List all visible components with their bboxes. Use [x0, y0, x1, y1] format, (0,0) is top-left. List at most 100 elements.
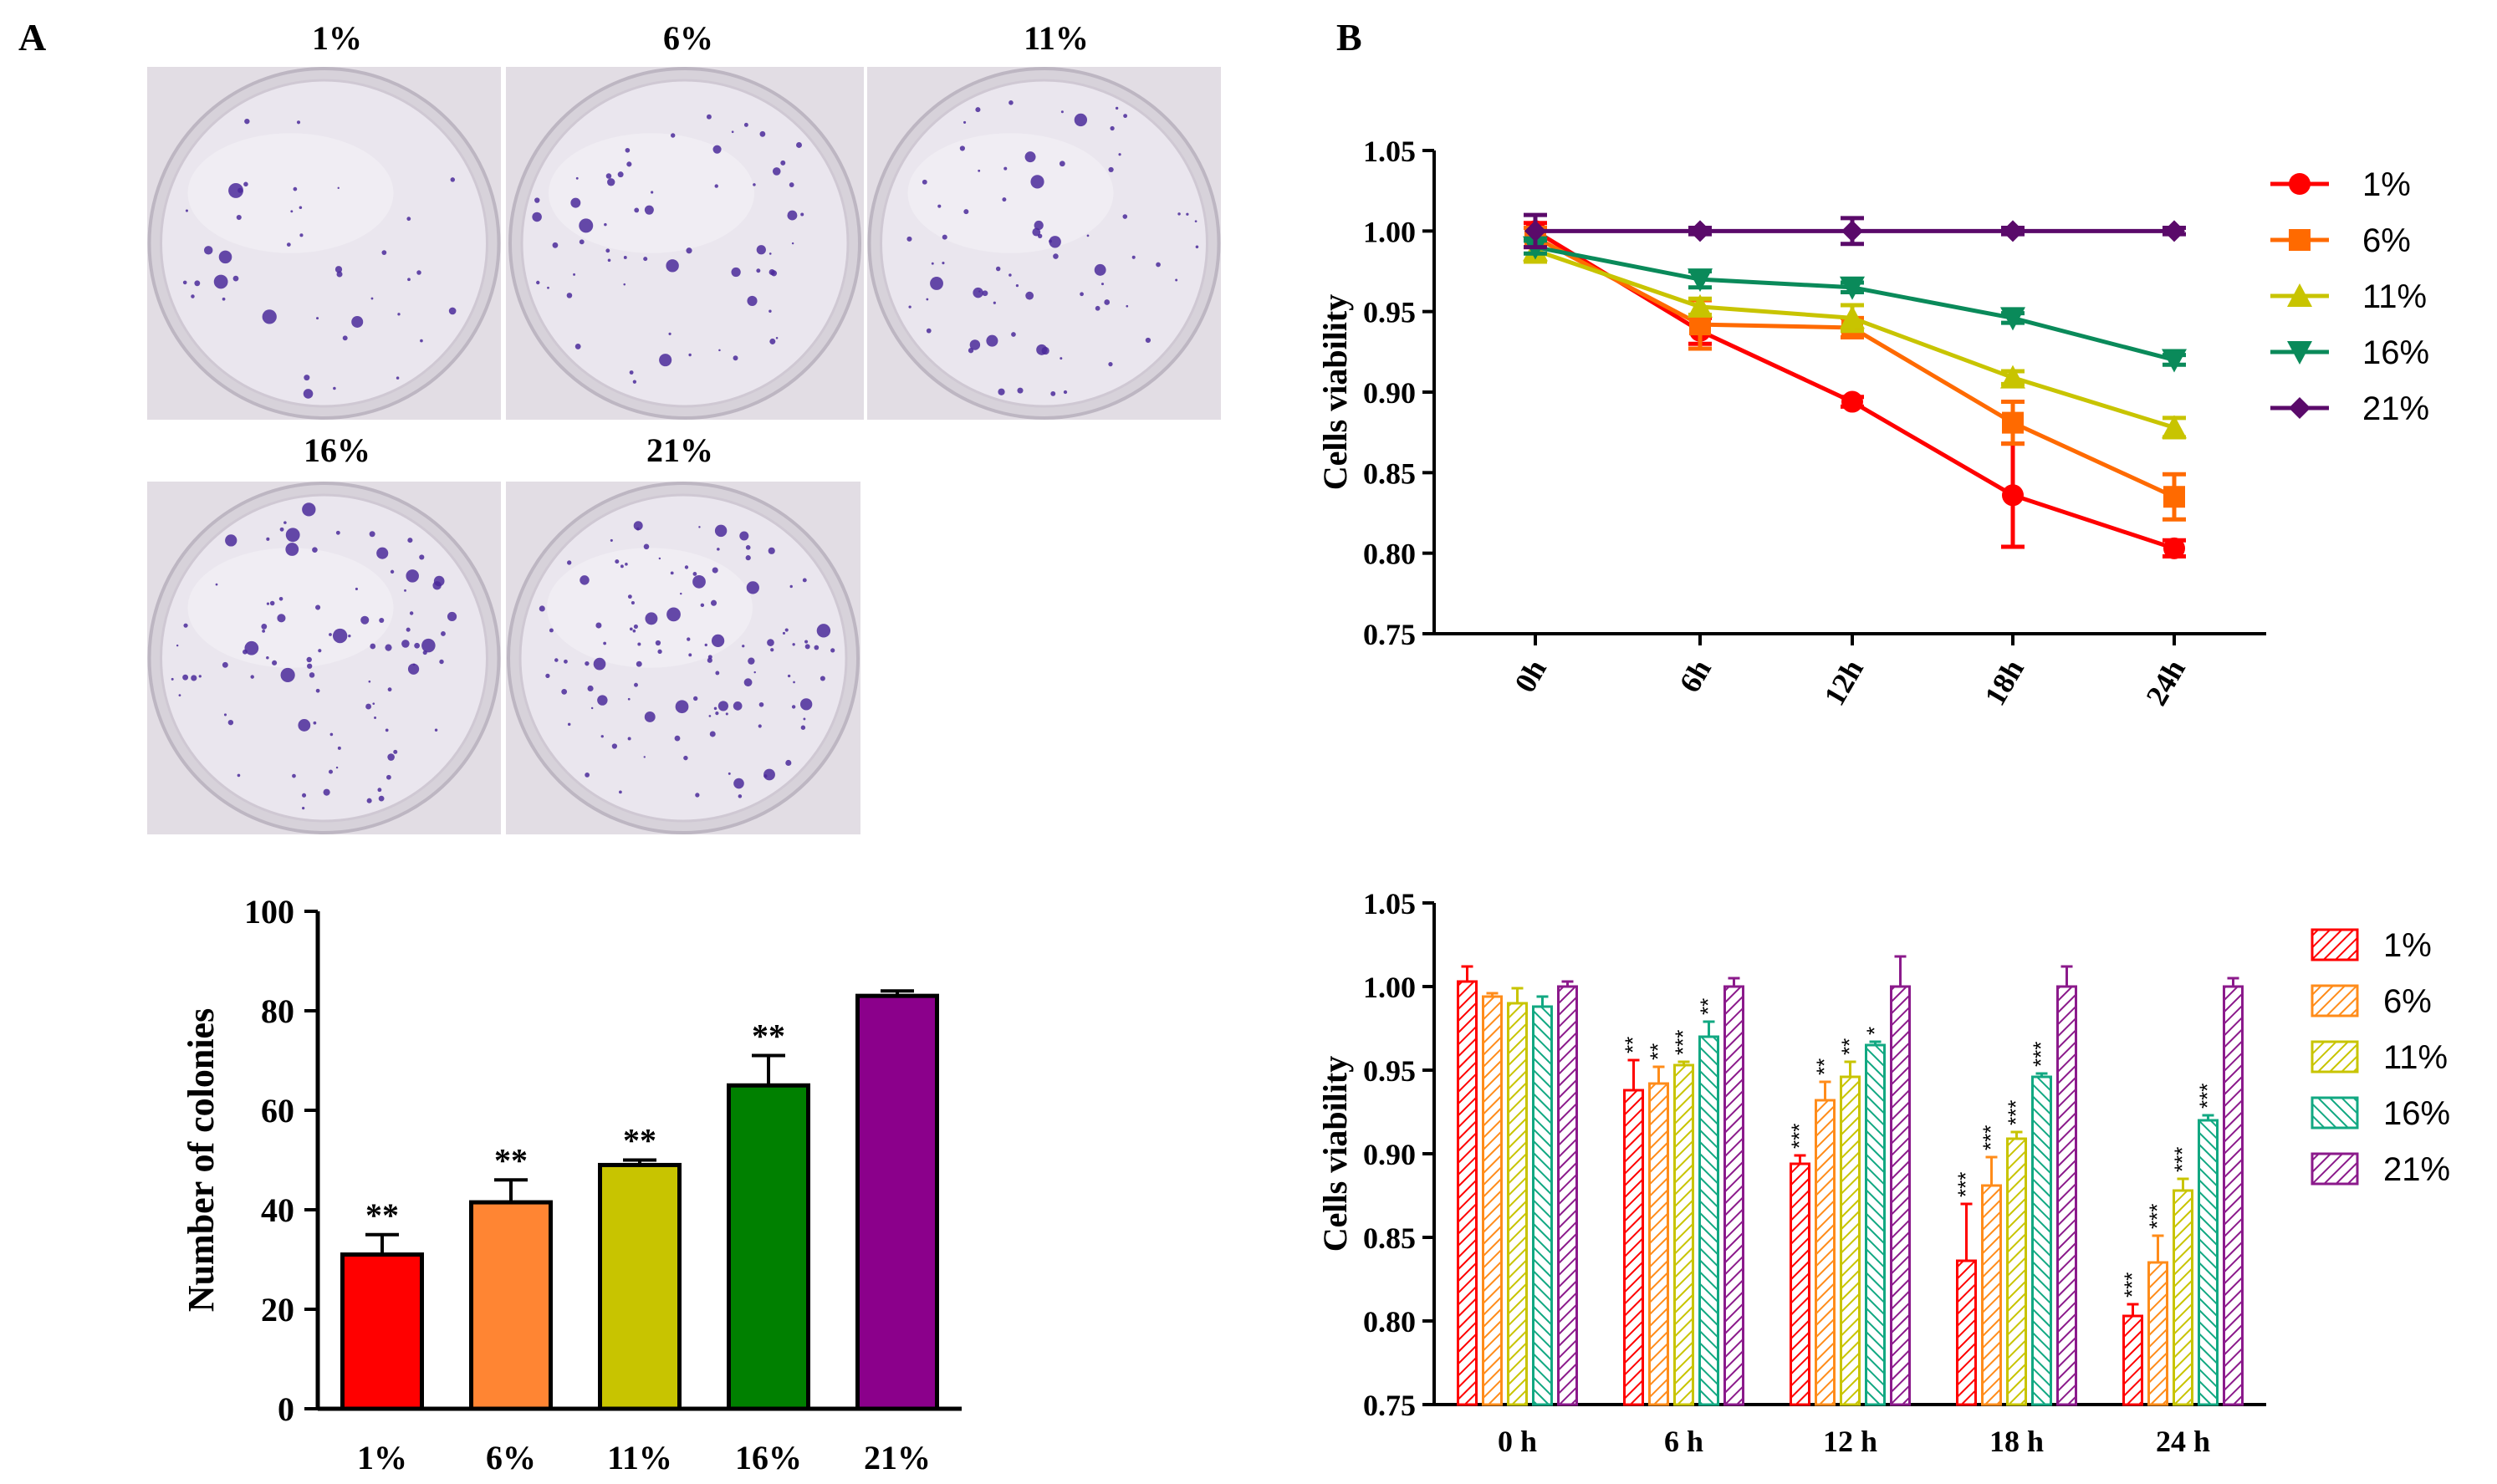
y-tick-label: 100	[244, 893, 294, 931]
colony-dot	[655, 640, 661, 646]
colony-dot	[579, 239, 585, 245]
colony-dot	[318, 649, 322, 653]
colony-dot	[385, 644, 392, 651]
colony-dot	[772, 167, 781, 176]
colony-dot	[615, 559, 620, 564]
y-tick-label: 60	[261, 1092, 294, 1130]
colony-dot	[232, 275, 239, 282]
colony-dot	[337, 186, 340, 190]
colony-dot	[692, 572, 697, 576]
colony-dot	[1060, 357, 1063, 360]
colony-dot	[545, 673, 550, 678]
colony-dot	[708, 715, 712, 717]
significance-label: *	[1862, 1027, 1887, 1035]
colony-dot	[414, 642, 421, 649]
colony-dot	[643, 543, 650, 550]
colony-dot	[607, 258, 611, 263]
bar	[1790, 1162, 1810, 1406]
colony-dot	[178, 694, 181, 697]
bar	[1981, 1184, 2002, 1406]
photo-label-5: 21%	[646, 431, 713, 469]
data-point	[2163, 220, 2185, 242]
colony-dot	[409, 611, 414, 615]
y-tick-label: 1.05	[1363, 135, 1416, 168]
colony-photo-1	[147, 67, 501, 420]
legend-swatch	[2311, 984, 2359, 1017]
y-axis-title: Cells viability	[1316, 1056, 1354, 1252]
colony-dot	[745, 555, 751, 561]
significance-label: ***	[1787, 1124, 1812, 1149]
colony-dot	[554, 658, 559, 662]
colony-dot	[1034, 220, 1044, 231]
photo-label-1: 1%	[312, 19, 362, 57]
colony-dot	[370, 643, 376, 650]
colony-dot	[203, 246, 213, 255]
colony-dot	[1100, 283, 1105, 286]
colony-dot	[1002, 197, 1007, 202]
x-tick-label: 11%	[607, 1439, 672, 1476]
colony-dot	[315, 604, 321, 610]
photo-label-3: 11%	[1024, 19, 1089, 57]
colony-dot	[309, 672, 315, 678]
colony-dot	[280, 667, 295, 683]
colony-dot	[769, 269, 775, 276]
colony-dot	[335, 766, 339, 769]
bar	[855, 993, 939, 1411]
colony-dot	[333, 386, 336, 390]
significance-label: ***	[1979, 1125, 2004, 1150]
colony-dot	[1025, 291, 1034, 300]
colony-dot	[272, 660, 278, 666]
colony-dot	[746, 581, 759, 594]
colony-dot	[296, 120, 301, 125]
colony-dot	[306, 656, 312, 663]
y-tick-label: 0.85	[1363, 1221, 1416, 1255]
colony-dot	[711, 634, 725, 648]
colony-dot	[283, 521, 287, 524]
significance-label: ***	[2145, 1204, 2170, 1229]
colony-dot	[768, 547, 775, 554]
colony-dot	[610, 538, 613, 542]
colony-photo-4	[147, 482, 501, 834]
colony-dot	[728, 772, 731, 775]
colony-dot	[198, 675, 202, 678]
colony-dot	[243, 649, 248, 655]
colony-dot	[620, 564, 624, 569]
colony-dot	[644, 711, 656, 722]
data-point	[1841, 220, 1863, 242]
bar	[2056, 985, 2077, 1406]
colony-dot	[683, 755, 688, 761]
x-tick-label: 6h	[1672, 654, 1718, 698]
colony-count-bar-chart: 0 20 40 60 80 100 Number of colonies ** 1% ** 6% **…	[181, 893, 962, 1476]
colony-dot	[713, 706, 717, 711]
colony-dot	[1104, 299, 1111, 305]
colony-dot	[536, 280, 540, 285]
colony-dot	[191, 294, 195, 298]
colony-dot	[707, 655, 712, 660]
colony-dot	[285, 543, 299, 556]
bar	[2122, 1314, 2143, 1406]
colony-dot	[731, 267, 741, 278]
bar	[2198, 1119, 2219, 1406]
colony-dot	[619, 790, 622, 794]
colony-dot	[277, 614, 286, 623]
colony-dot	[564, 659, 568, 664]
colony-dot	[450, 177, 456, 182]
colony-dot	[717, 548, 720, 551]
colony-dot	[643, 257, 648, 262]
colony-dot	[1003, 166, 1008, 171]
colony-dot	[995, 266, 1001, 272]
colony-dot	[800, 725, 806, 730]
colony-dot	[712, 145, 722, 154]
x-tick-label: 6 h	[1664, 1425, 1703, 1458]
colony-dot	[298, 719, 311, 732]
colony-dot	[1086, 234, 1090, 237]
colony-dot	[316, 317, 319, 320]
colony-dot	[1194, 220, 1197, 223]
colony-dot	[328, 769, 334, 774]
colony-dot	[552, 242, 559, 248]
colony-dot	[637, 642, 641, 646]
colony-dot	[223, 713, 227, 717]
colony-dot	[623, 283, 626, 286]
significance-label: **	[752, 1017, 785, 1055]
colony-dot	[595, 622, 602, 629]
